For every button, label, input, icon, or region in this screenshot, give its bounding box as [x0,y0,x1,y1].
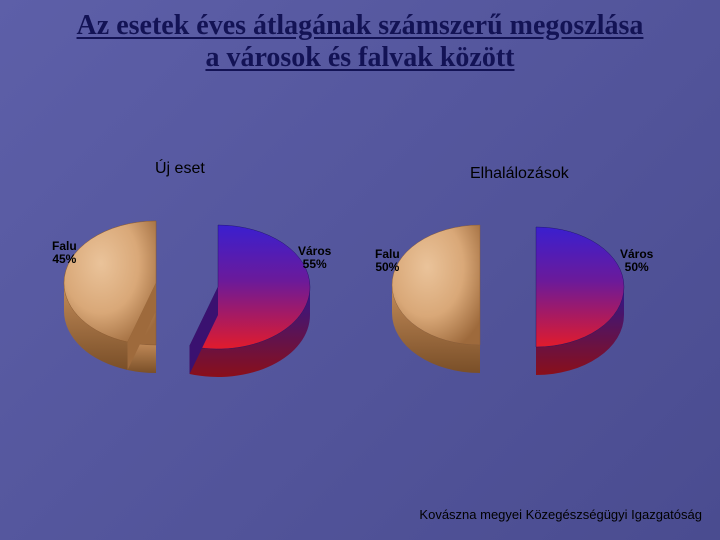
label-pct: 50% [375,260,399,274]
slice-varos [190,225,310,377]
label-text: Város [298,244,331,258]
chart-right-pie [380,195,680,405]
pie-svg-left [60,195,360,405]
label-left-falu: Falu 45% [52,240,77,266]
label-text: Falu [52,239,77,253]
label-left-varos: Város 55% [298,245,331,271]
slice-varos [536,227,624,375]
label-right-falu: Falu 50% [375,248,400,274]
title-line1: Az esetek éves átlagának számszerű megos… [77,10,644,41]
slide-root: Az esetek éves átlagának számszerű megos… [0,0,720,540]
label-pct: 45% [52,252,76,266]
footer-text: Kovászna megyei Közegészségügyi Igazgató… [419,507,702,522]
slice-falu [64,221,156,373]
slice-falu [392,225,480,373]
chart-left-title: Új eset [155,160,205,178]
label-text: Város [620,247,653,261]
pie-svg-right [380,195,680,405]
label-text: Falu [375,247,400,261]
label-pct: 50% [625,260,649,274]
label-right-varos: Város 50% [620,248,653,274]
slide-title: Az esetek éves átlagának számszerű megos… [0,10,720,74]
label-pct: 55% [303,257,327,271]
title-line2: a városok és falvak között [205,42,514,73]
chart-right-title: Elhalálozások [470,165,569,183]
chart-left-pie [60,195,360,405]
